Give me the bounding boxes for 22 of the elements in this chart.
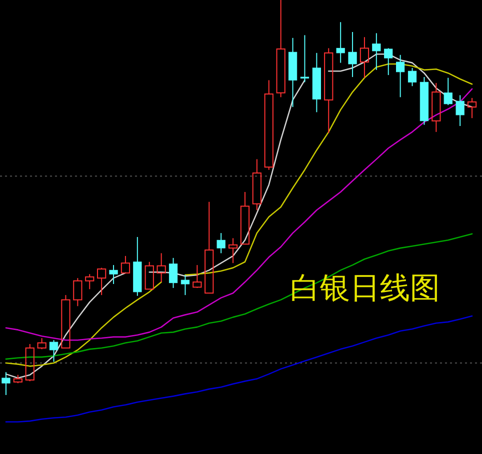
candlestick [360, 36, 370, 78]
candlestick [156, 252, 166, 283]
candlestick [372, 32, 381, 70]
candlestick [324, 48, 334, 134]
candlestick [396, 54, 405, 98]
candlestick [180, 274, 190, 296]
candlestick [228, 238, 238, 264]
candlestick [264, 80, 274, 170]
candlestick [336, 22, 345, 64]
candlestick [408, 67, 417, 87]
candlestick [300, 34, 310, 83]
candlestick [2, 372, 10, 396]
candlestick [456, 94, 464, 127]
candlestick [348, 31, 357, 78]
candlestick [444, 77, 452, 106]
candlestick [49, 340, 58, 362]
candlestick [85, 274, 94, 290]
candlestick [384, 48, 393, 76]
candlestick [168, 257, 178, 288]
candlestick [216, 232, 226, 254]
candlestick [109, 264, 118, 285]
candlestick [432, 82, 441, 132]
